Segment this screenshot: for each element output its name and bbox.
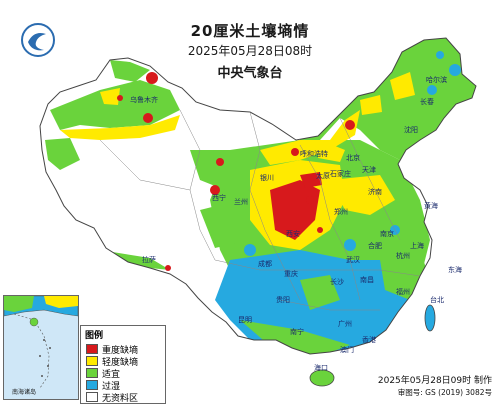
- label-zhengzhou: 郑州: [334, 208, 348, 216]
- legend-swatch-suitable: [86, 368, 98, 378]
- label-yellow-sea: 黄海: [424, 201, 438, 210]
- label-tianjin: 天津: [362, 166, 376, 174]
- made-time: 2025年05月28日09时 制作: [377, 376, 492, 386]
- label-lhasa: 拉萨: [142, 255, 156, 264]
- map-subtitle: 2025年05月28日08时: [187, 44, 313, 58]
- label-guangzhou: 广州: [338, 319, 352, 328]
- legend-label-mild: 轻度缺墒: [102, 357, 139, 368]
- legend-item-mild: 轻度缺墒: [86, 355, 165, 368]
- legend-label-severe: 重度缺墒: [102, 345, 139, 356]
- map-legend: 图例 重度缺墒 轻度缺墒 适宜 过湿 无资料区: [80, 325, 166, 404]
- label-haikou: 海口: [314, 363, 328, 372]
- label-taibei: 台北: [430, 295, 444, 304]
- label-fuzhou: 福州: [396, 287, 410, 296]
- label-changsha: 长沙: [330, 277, 344, 286]
- label-lanzhou: 兰州: [234, 197, 248, 206]
- legend-swatch-mild: [86, 356, 98, 366]
- label-chongqing: 重庆: [284, 269, 298, 278]
- label-hangzhou: 杭州: [396, 251, 410, 260]
- label-wulumuqi: 乌鲁木齐: [130, 95, 158, 104]
- map-title: 20厘米土壤墒情: [190, 22, 310, 40]
- label-jinan: 济南: [368, 187, 382, 196]
- inset-label: 南海诸岛: [12, 388, 36, 396]
- legend-item-nodata: 无资料区: [86, 391, 165, 404]
- map-publisher: 中央气象台: [217, 66, 283, 81]
- label-xining: 西宁: [212, 193, 226, 202]
- legend-swatch-severe: [86, 344, 98, 354]
- cma-logo-icon: [21, 23, 55, 57]
- legend-item-suitable: 适宜: [86, 367, 165, 380]
- south-china-sea-inset: 南海诸岛: [3, 295, 79, 400]
- label-kunming: 昆明: [238, 316, 252, 324]
- label-shenyang: 沈阳: [404, 125, 418, 134]
- label-beijing: 北京: [346, 153, 360, 162]
- label-xian: 西安: [286, 229, 300, 238]
- label-huhehaote: 呼和浩特: [300, 149, 328, 158]
- province-borders: [99, 109, 421, 311]
- label-guiyang: 贵阳: [276, 295, 290, 304]
- legend-label-wet: 过湿: [102, 381, 121, 392]
- label-macau: 澳门: [340, 345, 354, 354]
- label-east-sea: 东海: [448, 265, 462, 274]
- taiwan-island: [424, 304, 436, 332]
- china-border: [39, 37, 477, 355]
- label-nanjing: 南京: [380, 229, 394, 238]
- label-yinchuan: 银川: [260, 173, 274, 182]
- legend-label-nodata: 无资料区: [102, 393, 139, 404]
- hainan-island: [309, 369, 335, 387]
- label-shijiazhuang: 石家庄: [330, 169, 351, 178]
- label-haerbin: 哈尔滨: [426, 75, 447, 84]
- city-labels: 北京 天津 上海 香港 澳门 台北 黄海 东海 海口 拉萨 西安 武汉 重庆 成…: [130, 75, 462, 372]
- label-nanning: 南宁: [290, 327, 304, 336]
- label-changchun: 长春: [420, 97, 434, 106]
- label-hefei: 合肥: [368, 241, 382, 250]
- sea-area: [240, 140, 500, 405]
- legend-swatch-wet: [86, 380, 98, 390]
- label-nanchang: 南昌: [360, 275, 374, 284]
- legend-swatch-nodata: [86, 392, 98, 402]
- approval-number: 审图号: GS (2019) 3082号: [397, 388, 492, 397]
- legend-item-severe: 重度缺墒: [86, 343, 165, 356]
- legend-label-suitable: 适宜: [102, 369, 121, 380]
- label-shanghai: 上海: [410, 241, 424, 250]
- legend-item-wet: 过湿: [86, 379, 165, 392]
- label-wuhan: 武汉: [346, 255, 360, 264]
- inset-map: 南海诸岛: [4, 296, 78, 396]
- legend-title: 图例: [85, 331, 104, 341]
- label-chengdu: 成都: [258, 259, 272, 268]
- label-hongkong: 香港: [362, 335, 376, 344]
- label-taiyuan: 太原: [316, 171, 330, 180]
